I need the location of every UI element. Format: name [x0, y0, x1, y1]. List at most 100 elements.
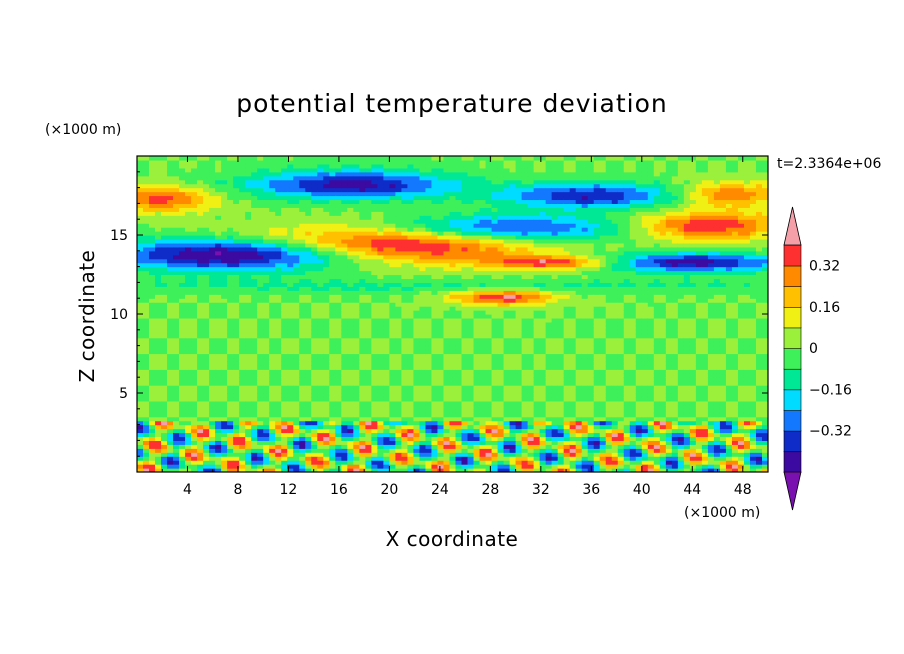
field-cell [275, 357, 282, 362]
field-cell [209, 393, 216, 398]
field-cell [137, 460, 144, 465]
field-cell [143, 270, 150, 276]
field-cell [203, 179, 210, 185]
field-cell [497, 270, 505, 276]
field-cell [215, 452, 222, 457]
field-cell [179, 325, 186, 331]
field-cell [467, 396, 475, 402]
field-cell [215, 215, 222, 220]
field-cell [401, 420, 409, 426]
field-cell [221, 373, 228, 378]
field-cell [209, 436, 216, 441]
field-cell [191, 314, 198, 319]
field-cell [431, 195, 439, 201]
field-cell [461, 337, 469, 343]
field-cell [269, 420, 276, 426]
field-cell [431, 270, 439, 276]
field-cell [221, 337, 228, 343]
field-cell [305, 317, 312, 323]
field-cell [239, 159, 246, 165]
field-cell [437, 460, 445, 465]
field-cell [389, 199, 397, 204]
field-cell [215, 238, 222, 244]
field-cell [191, 373, 198, 378]
field-cell [347, 389, 354, 394]
chart-title: potential temperature deviation [236, 89, 667, 118]
field-cell [137, 179, 144, 185]
field-cell [173, 207, 180, 212]
field-cell [473, 361, 481, 366]
field-cell [239, 365, 246, 370]
field-cell [461, 266, 469, 272]
field-cell [161, 381, 168, 386]
field-cell [215, 156, 222, 161]
field-cell [383, 314, 390, 319]
field-cell [467, 424, 475, 430]
field-cell [275, 321, 282, 327]
field-cell [263, 171, 270, 177]
field-cell [479, 250, 487, 256]
field-cell [401, 167, 409, 173]
field-cell [257, 199, 264, 204]
field-cell [281, 258, 288, 264]
field-cell [353, 246, 360, 252]
field-cell [281, 270, 288, 276]
field-cell [305, 167, 312, 173]
field-cell [227, 159, 234, 165]
field-cell [455, 282, 463, 287]
field-cell [311, 408, 318, 414]
field-cell [239, 424, 246, 430]
field-cell [503, 361, 511, 366]
field-cell [485, 246, 493, 252]
field-cell [359, 373, 366, 378]
field-cell [407, 274, 415, 280]
field-cell [401, 171, 409, 177]
field-cell [317, 377, 324, 382]
field-cell [347, 163, 354, 169]
field-cell [245, 207, 252, 212]
field-cell [377, 420, 384, 426]
field-cell [257, 223, 264, 228]
field-cell [293, 175, 300, 181]
field-cell [185, 381, 192, 386]
field-cell [167, 270, 174, 276]
field-cell [323, 369, 330, 374]
field-cell [245, 361, 252, 366]
field-cell [389, 452, 397, 457]
field-cell [407, 203, 415, 208]
field-cell [461, 341, 469, 347]
field-cell [221, 156, 228, 161]
field-cell [233, 436, 240, 441]
field-cell [473, 163, 481, 169]
field-cell [455, 314, 463, 319]
field-cell [167, 314, 174, 319]
field-cell [461, 258, 469, 264]
field-cell [389, 270, 397, 276]
field-cell [305, 329, 312, 335]
field-cell [371, 420, 378, 426]
field-cell [341, 286, 348, 291]
field-cell [443, 353, 451, 359]
field-cell [497, 294, 505, 299]
field-cell [401, 282, 409, 287]
field-cell [185, 365, 192, 370]
field-cell [449, 393, 457, 398]
field-cell [359, 227, 366, 232]
field-cell [437, 314, 445, 319]
field-cell [269, 203, 276, 208]
field-cell [401, 377, 409, 382]
field-cell [509, 357, 517, 362]
field-cell [371, 183, 378, 189]
field-cell [401, 325, 409, 331]
field-cell [395, 416, 403, 422]
field-cell [437, 310, 445, 315]
field-cell [419, 337, 427, 343]
field-cell [323, 199, 330, 204]
field-cell [473, 329, 481, 335]
field-cell [179, 357, 186, 362]
field-cell [455, 381, 463, 386]
field-cell [347, 238, 354, 244]
field-cell [263, 393, 270, 398]
field-cell [335, 408, 342, 414]
field-cell [233, 290, 240, 295]
